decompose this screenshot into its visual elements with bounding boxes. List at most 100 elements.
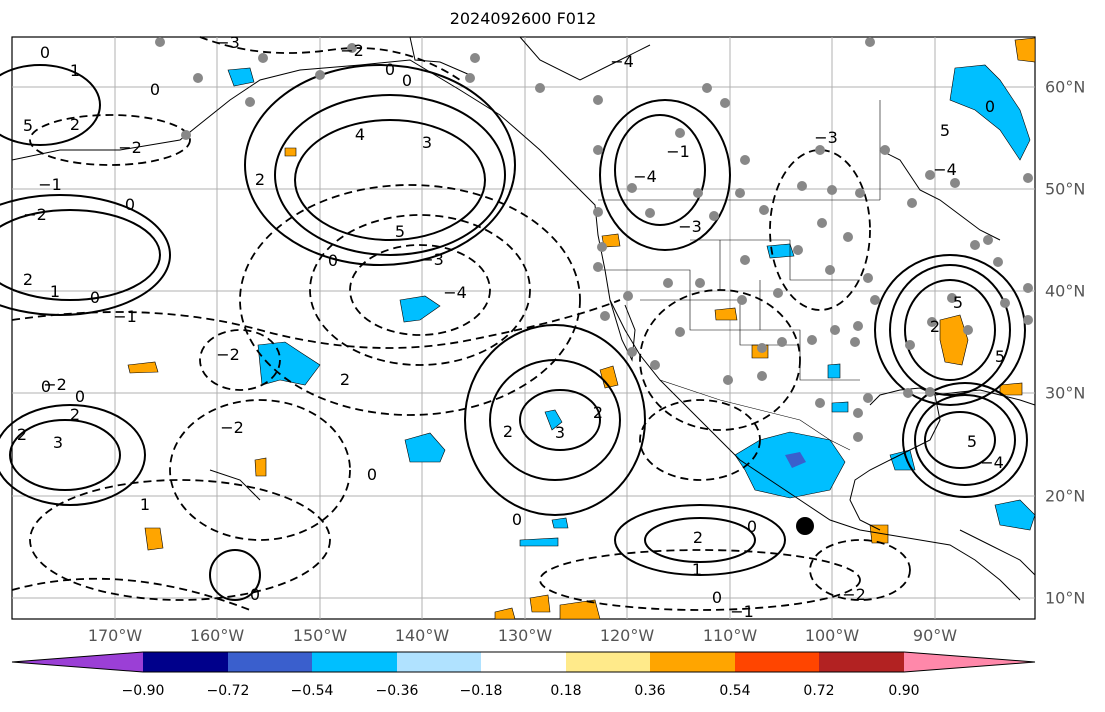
contour-label: −2 bbox=[216, 345, 240, 364]
contour-label: 4 bbox=[355, 125, 365, 144]
colorbar-segment bbox=[312, 652, 397, 672]
contour-label: −3 bbox=[420, 250, 444, 269]
contour-label: −3 bbox=[814, 128, 838, 147]
lon-label: 90°W bbox=[912, 626, 958, 645]
contour-label: 0 bbox=[385, 60, 395, 79]
lat-label: 60°N bbox=[1045, 77, 1086, 97]
contour-label: −2 bbox=[118, 138, 142, 157]
contour-label: 2 bbox=[503, 422, 513, 441]
contour-label: 2 bbox=[70, 115, 80, 134]
contour-label: 2 bbox=[340, 370, 350, 389]
contour-label: 1 bbox=[140, 495, 150, 514]
lon-label: 170°W bbox=[87, 626, 143, 645]
colorbar-outline bbox=[11, 651, 1036, 673]
colorbar-bars bbox=[11, 651, 1036, 673]
contour-label: −2 bbox=[220, 418, 244, 437]
contour-label: 1 bbox=[70, 61, 80, 80]
colorbar-segment bbox=[650, 652, 735, 672]
contour-label-group: 4 3 2 5 0 −3 −4 0 −1 2 1 0 −1 −2 −2 5 2 … bbox=[17, 33, 1005, 621]
shaded-positive bbox=[127, 37, 1036, 620]
contour-label: −2 bbox=[842, 585, 866, 604]
contour-label: 2 bbox=[930, 317, 940, 336]
contour-label: 2 bbox=[593, 403, 603, 422]
contour-label: −1 bbox=[38, 175, 62, 194]
colorbar-segment bbox=[481, 652, 566, 672]
contour-label: −4 bbox=[933, 160, 957, 179]
shaded-negative-strong bbox=[785, 452, 806, 468]
contour-label: 2 bbox=[255, 170, 265, 189]
colorbar-segment bbox=[819, 652, 904, 672]
colorbar-segment bbox=[397, 652, 481, 672]
lat-label: 50°N bbox=[1045, 179, 1086, 199]
marker-dot bbox=[796, 517, 814, 535]
colorbar-segment bbox=[735, 652, 819, 672]
contour-label: 0 bbox=[367, 465, 377, 484]
contour-label: 3 bbox=[53, 433, 63, 452]
contour-label: 5 bbox=[940, 121, 950, 140]
colorbar-segment bbox=[904, 652, 1035, 672]
contour-label: 0 bbox=[75, 387, 85, 406]
colorbar-segment bbox=[143, 652, 228, 672]
contour-label: 5 bbox=[23, 116, 33, 135]
contour-label: 5 bbox=[967, 432, 977, 451]
colorbar-tick-label: −0.36 bbox=[375, 683, 419, 699]
contour-label: 0 bbox=[90, 288, 100, 307]
contour-label: 0 bbox=[712, 588, 722, 607]
contour-label: 0 bbox=[512, 510, 522, 529]
lon-label: 160°W bbox=[189, 626, 245, 645]
lon-label: 150°W bbox=[292, 626, 348, 645]
contour-label: 3 bbox=[422, 133, 432, 152]
contour-label: −1 bbox=[666, 142, 690, 161]
contour-label: 0 bbox=[402, 71, 412, 90]
lon-label: 100°W bbox=[804, 626, 860, 645]
contour-label: 5 bbox=[395, 222, 405, 241]
lat-label: 10°N bbox=[1045, 588, 1086, 608]
colorbar-segment bbox=[12, 652, 143, 672]
colorbar-tick-label: −0.18 bbox=[459, 683, 503, 699]
contour-label: 0 bbox=[150, 80, 160, 99]
colorbar-tick-label: 0.54 bbox=[719, 683, 751, 699]
contour-label: 0 bbox=[40, 43, 50, 62]
colorbar-segment bbox=[228, 652, 312, 672]
contour-label: 0 bbox=[328, 251, 338, 270]
colorbar-tick-label: −0.54 bbox=[290, 683, 334, 699]
lat-label: 40°N bbox=[1045, 281, 1086, 301]
contours-positive bbox=[0, 64, 1028, 601]
map-title: 2024092600 F012 bbox=[449, 9, 597, 28]
contour-label: 0 bbox=[250, 585, 260, 604]
colorbar-tick-label: −0.90 bbox=[121, 683, 165, 699]
colorbar bbox=[11, 651, 1036, 673]
lon-label: 140°W bbox=[394, 626, 450, 645]
colorbar-tick-label: 0.36 bbox=[634, 683, 666, 699]
colorbar-tick-label: 0.72 bbox=[803, 683, 835, 699]
contour-label: 2 bbox=[693, 528, 703, 547]
contour-label: −3 bbox=[216, 33, 240, 52]
lon-label: 110°W bbox=[702, 626, 758, 645]
contour-label: 5 bbox=[953, 293, 963, 312]
contour-label: 0 bbox=[125, 195, 135, 214]
lat-label: 20°N bbox=[1045, 486, 1086, 506]
contours-negative bbox=[11, 36, 911, 611]
contour-label: −1 bbox=[113, 307, 137, 326]
contour-label: −4 bbox=[443, 283, 467, 302]
contour-label: −2 bbox=[23, 205, 47, 224]
contour-label: 0 bbox=[985, 97, 995, 116]
contour-label: 2 bbox=[17, 425, 27, 444]
contour-label: −2 bbox=[340, 41, 364, 60]
lon-label: 120°W bbox=[599, 626, 655, 645]
contour-label: 3 bbox=[555, 423, 565, 442]
lat-label: 30°N bbox=[1045, 383, 1086, 403]
contour-label: −3 bbox=[678, 217, 702, 236]
contour-label: 2 bbox=[70, 405, 80, 424]
colorbar-tick-label: 0.90 bbox=[888, 683, 920, 699]
shaded-negative bbox=[227, 64, 1036, 547]
lon-label: 130°W bbox=[497, 626, 553, 645]
contour-label: −2 bbox=[43, 375, 67, 394]
contour-label: 0 bbox=[41, 377, 51, 396]
colorbar-segment bbox=[566, 652, 650, 672]
station-dots bbox=[155, 37, 1033, 442]
contour-label: 1 bbox=[692, 560, 702, 579]
contour-label: 1 bbox=[50, 282, 60, 301]
contour-label: −4 bbox=[980, 453, 1004, 472]
